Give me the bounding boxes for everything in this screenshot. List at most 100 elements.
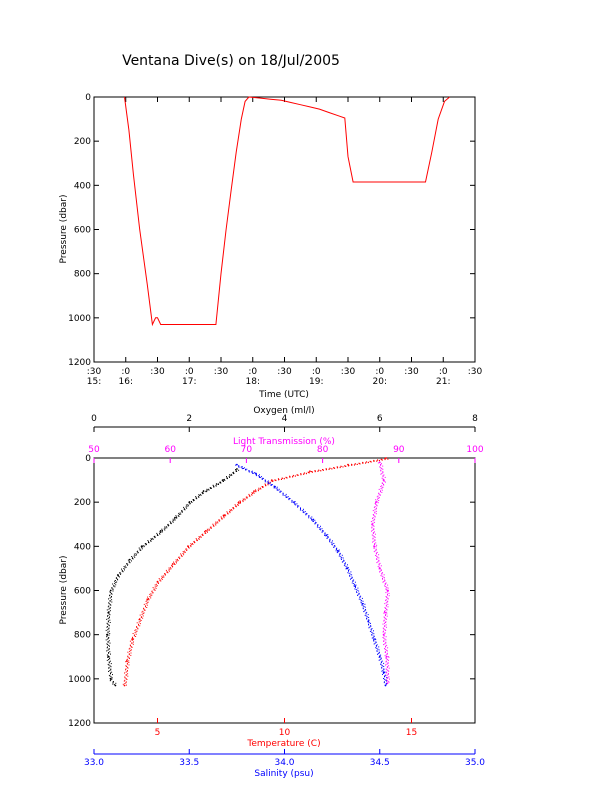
data-point: [373, 643, 375, 645]
data-point: [242, 501, 244, 503]
figure-title: Ventana Dive(s) on 18/Jul/2005: [122, 53, 340, 69]
data-point: [136, 626, 138, 628]
data-point: [259, 477, 261, 478]
data-point: [296, 474, 298, 476]
data-point: [229, 476, 230, 478]
data-point: [274, 485, 276, 488]
dive-x-axis-label: Time (UTC): [258, 390, 309, 400]
data-point: [178, 514, 180, 516]
data-point: [387, 587, 389, 589]
data-point: [122, 683, 124, 685]
data-point: [365, 612, 367, 614]
data-point: [380, 569, 382, 571]
data-point: [107, 632, 109, 634]
data-point: [108, 648, 110, 650]
data-point: [365, 615, 367, 617]
data-point: [378, 651, 380, 653]
data-point: [117, 579, 119, 581]
data-point: [155, 583, 157, 585]
data-point: [110, 653, 111, 655]
data-point: [382, 665, 384, 667]
data-point: [368, 627, 370, 629]
data-point: [348, 572, 350, 574]
data-point: [339, 552, 341, 554]
data-point: [253, 472, 255, 474]
data-point: [374, 518, 376, 520]
data-point: [378, 649, 380, 651]
data-point: [384, 603, 386, 605]
data-point: [206, 491, 208, 493]
data-point: [208, 488, 210, 490]
data-point: [386, 680, 387, 682]
dive-x-tick-minute: :30: [277, 367, 292, 377]
data-point: [131, 638, 134, 640]
data-point: [378, 497, 380, 499]
data-point: [381, 491, 383, 493]
data-point: [271, 484, 273, 486]
data-point: [387, 656, 389, 657]
data-point: [108, 602, 110, 604]
data-point: [201, 534, 203, 535]
data-point: [110, 668, 112, 670]
data-point: [347, 463, 349, 466]
data-point: [382, 465, 384, 467]
data-point: [143, 546, 145, 548]
data-point: [264, 483, 266, 485]
data-point: [196, 540, 198, 542]
data-point: [384, 632, 386, 634]
data-point: [316, 526, 318, 528]
data-point: [357, 594, 359, 596]
data-point: [128, 658, 130, 659]
data-point: [138, 621, 140, 623]
data-point: [372, 514, 374, 515]
data-point: [315, 522, 317, 524]
data-point: [242, 500, 244, 502]
data-point: [338, 555, 340, 557]
data-point: [126, 666, 128, 668]
data-point: [159, 533, 161, 535]
data-point: [186, 507, 188, 509]
data-point: [387, 662, 389, 664]
data-point: [377, 502, 379, 504]
data-point: [385, 604, 387, 606]
data-point: [232, 507, 234, 509]
data-point: [217, 522, 219, 524]
data-point: [375, 510, 377, 512]
data-point: [109, 591, 111, 593]
data-point: [384, 679, 386, 681]
data-point: [216, 484, 218, 485]
data-point: [150, 595, 152, 597]
data-point: [207, 529, 209, 531]
data-point: [124, 569, 125, 571]
data-point: [243, 468, 244, 469]
data-point: [230, 509, 232, 511]
data-point: [285, 477, 287, 479]
data-point: [351, 464, 353, 466]
data-point: [110, 666, 112, 668]
data-point: [109, 610, 111, 612]
data-point: [110, 663, 112, 665]
data-point: [349, 575, 351, 577]
data-point: [235, 464, 237, 466]
data-point: [108, 674, 110, 676]
data-point: [106, 643, 108, 645]
data-point: [386, 674, 388, 676]
data-point: [380, 661, 382, 663]
data-point: [132, 633, 134, 634]
data-point: [128, 662, 130, 663]
data-point: [372, 510, 374, 512]
dive-x-tick-minute: :0: [312, 367, 321, 377]
data-point: [378, 652, 380, 654]
data-point: [301, 509, 303, 511]
data-point: [388, 595, 390, 597]
data-point: [360, 602, 362, 604]
data-point: [382, 468, 384, 470]
data-point: [337, 551, 339, 553]
data-point: [128, 648, 130, 650]
oxygen-axis: 0 2 4 6 8 Oxygen (ml/l): [91, 406, 478, 432]
data-point: [185, 506, 187, 508]
data-point: [160, 531, 161, 533]
data-point: [386, 658, 388, 660]
data-point: [386, 682, 389, 685]
data-point: [109, 594, 111, 596]
